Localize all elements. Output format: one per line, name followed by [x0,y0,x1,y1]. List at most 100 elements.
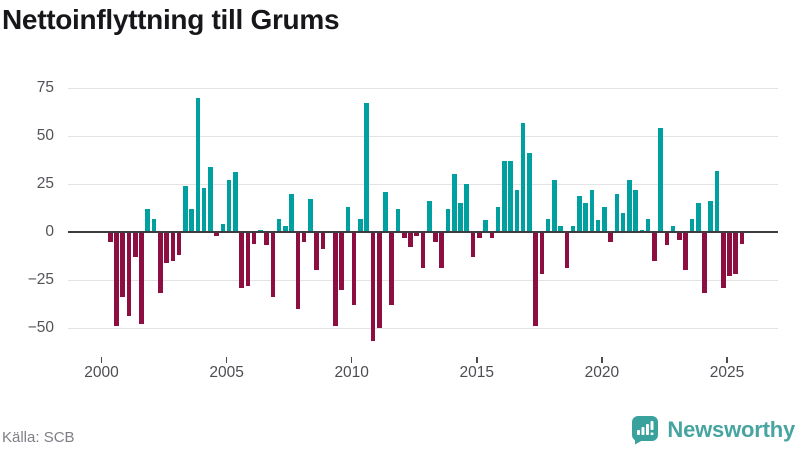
bar [426,201,432,232]
bar [570,226,576,232]
bar [189,208,194,232]
bar [226,180,232,232]
bar [683,232,688,271]
bar [670,226,676,232]
bar [727,232,732,277]
bar [477,232,482,238]
x-axis-label: 2010 [334,364,369,381]
gridline [68,87,778,89]
gridline [68,279,778,281]
bar [345,207,351,232]
source-label: Källa: SCB [2,429,75,446]
x-axis-tick [100,357,103,363]
bar [602,207,607,232]
bar [708,201,714,232]
bar [301,232,307,242]
bar [464,184,470,232]
bar [564,232,570,269]
gridline [68,135,778,137]
bar [195,97,201,232]
bar [577,195,582,232]
gridline [68,327,778,329]
bar [151,218,157,232]
gridline [68,183,778,185]
bar [114,232,119,327]
bar [420,232,426,269]
x-axis-label: 2005 [209,364,244,381]
x-axis-label: 2025 [709,364,745,381]
bar [520,122,526,232]
bar [539,232,545,275]
bar [720,232,726,288]
bar [214,232,219,236]
bar [176,232,182,256]
x-axis-tick [476,357,478,363]
bar [533,232,538,327]
bar [658,128,663,232]
bar [245,232,251,286]
bar [283,226,288,232]
chart-title: Nettoinflyttning till Grums [2,4,340,35]
bar [308,199,313,232]
bar [333,232,338,327]
x-axis-label: 2015 [459,364,495,381]
y-axis-label: 50 [36,127,54,144]
bar [495,207,501,232]
bar [608,232,613,242]
bar [439,232,445,269]
newsworthy-logo-icon [631,415,659,445]
y-axis-label: 25 [36,175,54,192]
zero-line [68,231,778,233]
bar [489,232,495,238]
bar [589,189,595,232]
bar [295,232,301,309]
bar [433,232,438,242]
bar [320,232,326,250]
bar [614,193,620,232]
newsworthy-logo[interactable]: Newsworthy [631,415,795,445]
x-axis-label: 2020 [584,364,620,381]
bar [170,232,176,261]
bar [451,174,457,232]
bar [458,203,463,232]
bar [470,232,476,257]
bar [164,232,169,263]
bar [552,180,557,232]
bar [339,232,344,290]
bar [157,232,163,294]
bar [733,232,739,275]
bar [595,220,601,232]
bar [126,232,132,317]
bar [364,103,369,232]
bar [183,185,188,232]
bar [233,172,238,232]
bar [545,218,551,232]
bar [351,232,357,305]
y-axis-label: −50 [27,319,54,336]
bar [702,232,707,294]
bar [358,218,363,232]
bar [201,187,207,232]
bar [620,212,626,232]
bar [276,218,282,232]
bar [264,232,269,246]
bar [120,232,126,298]
bar [695,203,701,232]
bar [270,232,276,298]
bar [414,232,420,236]
bar [739,232,745,244]
bar [370,232,376,342]
bar [483,220,488,232]
x-axis-tick [350,357,353,363]
y-axis-label: −25 [27,271,54,288]
bar [314,232,319,271]
y-axis-label: 0 [45,223,54,240]
bar [652,232,657,261]
bar [445,208,451,232]
bar [514,189,520,232]
bar [395,208,401,232]
bar [527,153,532,232]
bar [401,232,407,238]
bar [107,232,113,242]
